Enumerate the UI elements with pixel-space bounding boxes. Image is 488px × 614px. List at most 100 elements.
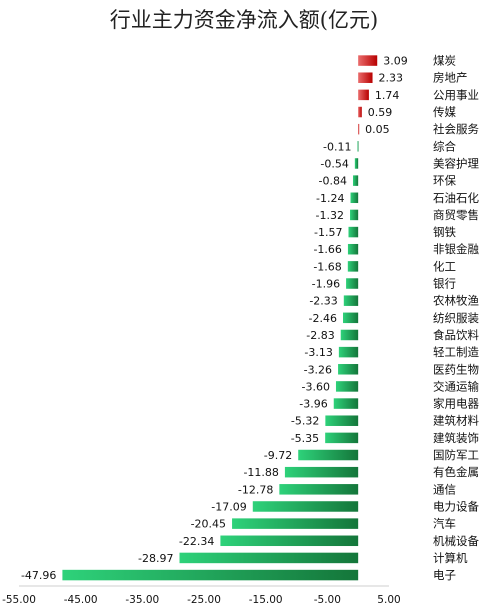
- bar: [340, 329, 359, 341]
- category-label: 电子: [433, 568, 456, 582]
- bar: [338, 346, 359, 358]
- chart-title: 行业主力资金净流入额(亿元): [109, 8, 379, 32]
- bar: [252, 501, 359, 512]
- category-label: 石油石化: [433, 191, 479, 205]
- category-label: 电力设备: [433, 499, 479, 513]
- category-label: 煤炭: [433, 54, 456, 68]
- value-label: -5.35: [291, 432, 319, 445]
- bar: [350, 192, 359, 204]
- value-label: -2.83: [306, 329, 334, 342]
- category-label: 医药生物: [433, 362, 479, 376]
- value-label: -28.97: [138, 552, 173, 565]
- value-label: -0.54: [320, 157, 348, 170]
- value-label: -0.11: [323, 140, 351, 153]
- x-tick-label: -25.00: [187, 594, 221, 606]
- bar: [352, 175, 359, 186]
- bar: [358, 72, 373, 83]
- bar: [358, 89, 369, 101]
- value-label: -12.78: [238, 483, 273, 496]
- bar: [279, 484, 359, 495]
- category-label: 计算机: [433, 551, 468, 565]
- x-tick-label: -5.00: [314, 594, 341, 606]
- category-label: 社会服务: [433, 122, 479, 136]
- bar: [343, 295, 359, 306]
- category-label: 家用电器: [433, 397, 479, 411]
- bar: [62, 569, 359, 581]
- category-label: 环保: [433, 174, 456, 188]
- category-label: 汽车: [433, 517, 456, 531]
- category-label: 商贸零售: [433, 208, 479, 222]
- bar: [298, 449, 359, 461]
- category-label: 交通运输: [433, 379, 479, 393]
- bar: [325, 415, 359, 426]
- category-label: 钢铁: [433, 225, 456, 239]
- bar: [347, 243, 359, 255]
- value-label: -5.32: [291, 415, 319, 428]
- category-label: 轻工制造: [433, 345, 479, 359]
- value-label: -2.33: [309, 295, 337, 308]
- value-label: -1.32: [316, 209, 344, 222]
- category-label: 农林牧渔: [433, 294, 479, 308]
- bar: [350, 209, 359, 221]
- bar: [346, 278, 359, 289]
- bar: [335, 381, 359, 392]
- bar: [358, 55, 378, 66]
- x-tick-label: -45.00: [64, 594, 98, 606]
- value-label: 0.59: [368, 106, 393, 119]
- category-label: 美容护理: [433, 156, 479, 170]
- value-label: -47.96: [21, 569, 56, 582]
- bar: [358, 106, 362, 118]
- value-label: -3.26: [304, 363, 332, 376]
- value-label: -1.57: [314, 226, 342, 239]
- bar: [342, 312, 359, 324]
- value-label: -3.13: [304, 346, 332, 359]
- bar: [348, 226, 359, 238]
- value-label: -20.45: [191, 518, 226, 531]
- value-label: -3.60: [301, 380, 329, 393]
- bar: [220, 535, 359, 547]
- bar: [284, 466, 359, 478]
- category-label: 房地产: [433, 71, 468, 85]
- bar: [179, 552, 359, 564]
- bar: [333, 398, 359, 409]
- value-label: -9.72: [264, 449, 292, 462]
- value-label: 3.09: [383, 55, 408, 68]
- x-tick-label: -15.00: [249, 594, 283, 606]
- value-label: -1.66: [313, 243, 341, 256]
- value-label: -11.88: [243, 466, 278, 479]
- value-label: -22.34: [179, 535, 214, 548]
- bar: [358, 123, 360, 135]
- category-label: 综合: [433, 139, 456, 153]
- category-label: 化工: [433, 259, 456, 273]
- category-label: 机械设备: [433, 534, 479, 548]
- bar: [347, 261, 359, 272]
- bar: [325, 432, 359, 444]
- value-label: -17.09: [211, 500, 246, 513]
- value-label: -1.96: [312, 278, 340, 291]
- category-label: 银行: [433, 277, 456, 291]
- bar: [232, 518, 359, 529]
- value-label: 1.74: [375, 89, 400, 102]
- category-label: 非银金融: [433, 242, 479, 256]
- bar: [357, 141, 359, 152]
- category-label: 传媒: [433, 105, 456, 119]
- x-tick-label: -35.00: [125, 594, 159, 606]
- value-label: -1.24: [316, 192, 344, 205]
- bar: [354, 158, 359, 169]
- value-label: -0.84: [319, 175, 347, 188]
- value-label: -2.46: [309, 312, 337, 325]
- category-label: 公用事业: [433, 88, 479, 102]
- category-label: 食品饮料: [433, 328, 479, 342]
- x-tick-label: -55.00: [2, 594, 36, 606]
- value-label: 2.33: [379, 72, 404, 85]
- value-label: -3.96: [299, 398, 327, 411]
- x-tick-label: 5.00: [377, 594, 400, 606]
- value-label: -1.68: [313, 260, 341, 273]
- value-label: 0.05: [365, 123, 390, 136]
- category-label: 建筑装饰: [433, 431, 479, 445]
- category-label: 纺织服装: [433, 311, 479, 325]
- category-label: 国防军工: [433, 448, 479, 462]
- category-label: 有色金属: [433, 465, 479, 479]
